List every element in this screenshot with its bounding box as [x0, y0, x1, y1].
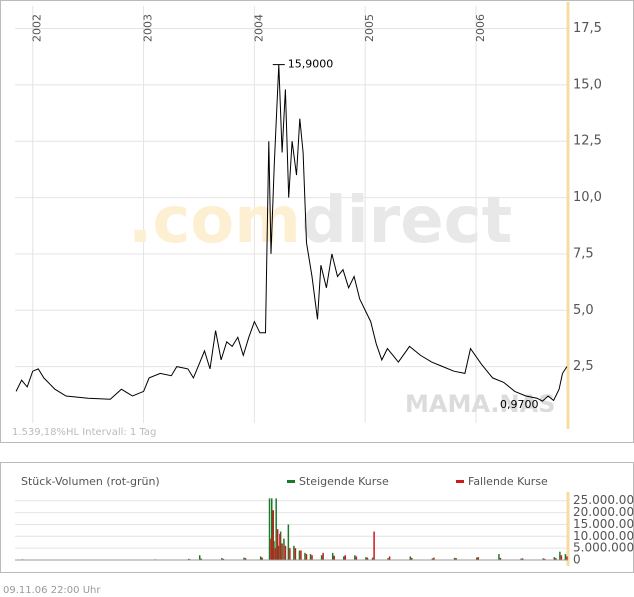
- volume-bar: [187, 558, 190, 560]
- volume-bar: [333, 555, 335, 560]
- max-label: 15,9000: [288, 58, 334, 71]
- volume-bar: [355, 556, 358, 560]
- volume-bar: [311, 555, 313, 560]
- x-tick-label: 2003: [142, 14, 155, 42]
- price-panel: [0, 0, 634, 443]
- volume-bar: [279, 533, 281, 560]
- volume-bar: [542, 558, 545, 560]
- y-tick-label: 15,0: [573, 77, 602, 92]
- volume-bar: [520, 558, 522, 560]
- volume-bar: [409, 556, 412, 560]
- y-tick-label: 25.000.000: [573, 493, 634, 507]
- volume-bar: [270, 498, 273, 560]
- y-tick-label: 12,5: [573, 134, 602, 149]
- y-tick-label: 10.000.000: [573, 529, 634, 543]
- watermark-part: direct: [301, 184, 512, 258]
- x-tick-label: 2006: [474, 14, 487, 42]
- volume-bar: [411, 557, 413, 560]
- volume-bar: [366, 557, 369, 560]
- watermark-part: .com: [128, 184, 301, 258]
- volume-bar: [270, 538, 272, 560]
- volume-bar: [259, 556, 262, 560]
- volume-bar: [455, 558, 457, 560]
- volume-bar: [222, 558, 225, 560]
- x-tick-label: 2002: [31, 14, 44, 42]
- volume-bar: [371, 557, 374, 560]
- volume-bar: [275, 498, 277, 560]
- y-tick-label: 5.000.000: [573, 541, 634, 555]
- y-tick-label: 2,5: [573, 359, 594, 374]
- volume-bar: [198, 555, 201, 560]
- legend-label: Steigende Kurse: [299, 475, 389, 488]
- x-tick-label: 2004: [252, 14, 265, 42]
- volume-bar: [388, 556, 391, 560]
- timestamp: 09.11.06 22:00 Uhr: [3, 585, 101, 596]
- volume-bar: [521, 558, 524, 560]
- volume-bar: [268, 498, 271, 560]
- y-tick-label: 7,5: [573, 246, 594, 261]
- volume-bar: [309, 554, 312, 560]
- volume-bar: [373, 531, 375, 560]
- footnote: 1.539,18%HL Intervall: 1 Tag: [12, 427, 156, 438]
- volume-bar: [559, 551, 561, 560]
- volume-bar: [320, 555, 323, 560]
- volume-bar: [331, 552, 334, 560]
- watermark-symbol: MAMA.NAS: [405, 390, 555, 418]
- volume-bar: [276, 529, 279, 560]
- min-label: 0,9700: [500, 398, 539, 411]
- volume-bar: [365, 557, 367, 560]
- legend-swatch: [287, 480, 295, 483]
- volume-bar: [453, 557, 456, 560]
- legend-label: Fallende Kurse: [468, 475, 548, 488]
- volume-bar: [344, 555, 347, 560]
- y-tick-label: 10,0: [573, 190, 602, 205]
- volume-bar: [544, 558, 546, 560]
- volume-bar: [304, 552, 306, 560]
- volume-bar: [431, 558, 434, 560]
- volume-bar: [274, 548, 277, 560]
- volume-bar: [298, 550, 301, 560]
- volume-title: Stück-Volumen (rot-grün): [21, 475, 160, 488]
- y-tick-label: 0: [573, 553, 581, 567]
- volume-panel: [0, 462, 634, 573]
- y-tick-label: 15.000.000: [573, 517, 634, 531]
- volume-bar: [305, 554, 308, 560]
- volume-bar: [243, 557, 245, 560]
- volume-bar: [322, 552, 324, 560]
- volume-bar: [287, 524, 290, 560]
- volume-bar: [272, 510, 274, 560]
- volume-bar: [261, 557, 263, 560]
- volume-bar: [555, 558, 557, 560]
- y-tick-label: 20.000.000: [573, 505, 634, 519]
- volume-bar: [300, 550, 302, 560]
- volume-bar: [560, 555, 563, 560]
- volume-bar: [433, 557, 435, 560]
- volume-bar: [498, 554, 500, 560]
- volume-bar: [343, 556, 345, 560]
- volume-bar: [289, 548, 291, 560]
- volume-bar: [387, 558, 389, 560]
- volume-bar: [281, 543, 283, 560]
- y-tick-label: 17,5: [573, 21, 602, 36]
- watermark-logo: .comdirect: [128, 184, 512, 258]
- volume-bar: [244, 558, 247, 560]
- volume-bar: [564, 554, 567, 560]
- volume-bar: [499, 557, 502, 560]
- y-tick-label: 5,0: [573, 303, 594, 318]
- volume-bar: [477, 557, 480, 560]
- volume-bar: [221, 558, 223, 560]
- volume-bar: [476, 557, 478, 560]
- price-line: [15, 64, 568, 402]
- volume-bar: [294, 548, 297, 560]
- volume-bar: [200, 558, 202, 560]
- volume-bar: [293, 545, 295, 560]
- volume-bar: [553, 557, 556, 560]
- volume-bar: [283, 538, 285, 560]
- volume-bar: [354, 555, 356, 560]
- volume-bar: [566, 556, 568, 560]
- x-tick-label: 2005: [363, 14, 376, 42]
- legend-swatch: [456, 480, 464, 483]
- volume-bar: [284, 545, 287, 560]
